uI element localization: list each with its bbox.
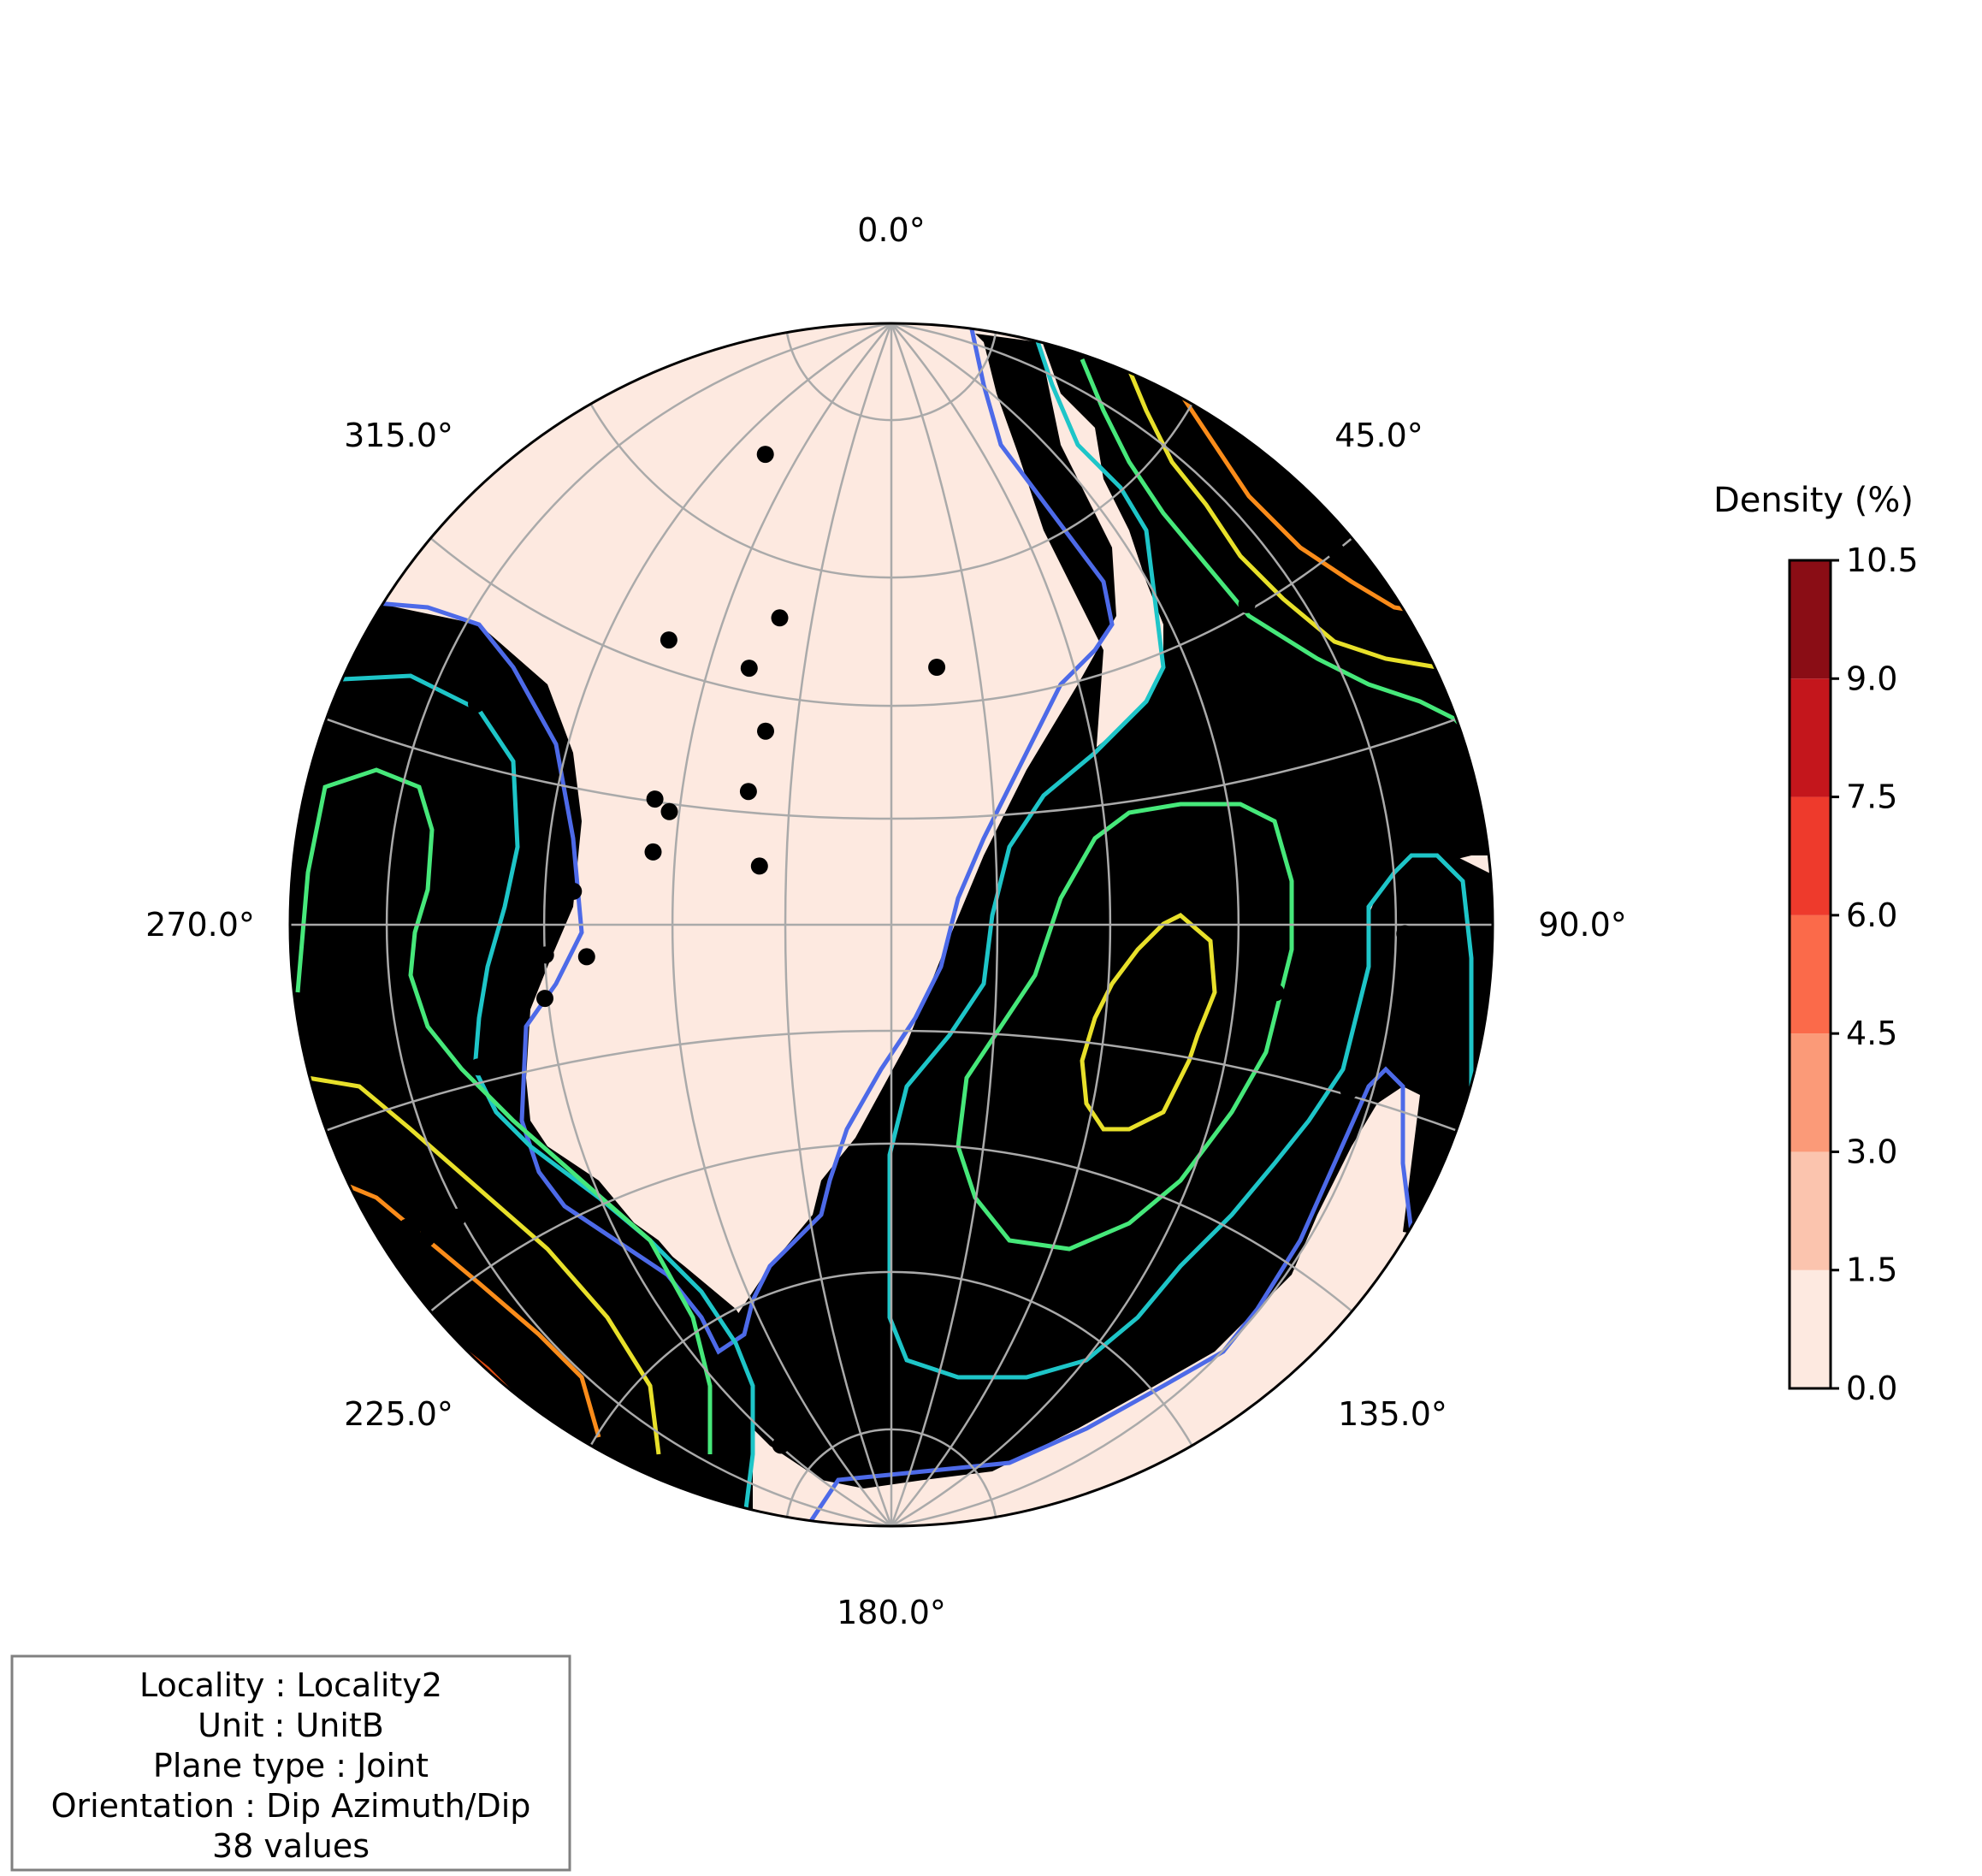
azimuth-labels: 0.0° 45.0° 90.0° 135.0° 180.0° 225.0° 27… bbox=[145, 211, 1627, 1631]
pole-point bbox=[646, 790, 664, 808]
azimuth-label-180: 180.0° bbox=[837, 1594, 946, 1631]
pole-point bbox=[1390, 1042, 1407, 1060]
pole-point bbox=[565, 882, 583, 900]
pole-point bbox=[1319, 1001, 1337, 1019]
contour-line-3b bbox=[956, 802, 1294, 1252]
grid-parallel bbox=[589, 403, 1193, 579]
pole-point bbox=[928, 659, 946, 676]
pole-point bbox=[1396, 925, 1414, 943]
colorbar-tick-label: 10.5 bbox=[1846, 541, 1919, 579]
pole-point bbox=[404, 1227, 422, 1245]
pole-point bbox=[1267, 984, 1285, 1002]
data-points bbox=[387, 446, 1464, 1454]
net-grid bbox=[290, 323, 1493, 1526]
azimuth-label-315: 315.0° bbox=[344, 417, 453, 454]
colorbar-band bbox=[1790, 560, 1831, 679]
pole-point bbox=[449, 1208, 467, 1226]
contour-line-1 bbox=[376, 324, 1115, 1355]
pole-point bbox=[1446, 775, 1464, 793]
azimuth-label-225: 225.0° bbox=[344, 1395, 453, 1433]
pole-point bbox=[524, 966, 542, 984]
pole-point bbox=[1328, 542, 1346, 560]
colorbar-title: Density (%) bbox=[1713, 481, 1914, 520]
pole-point bbox=[468, 695, 485, 713]
colorbar: 0.0 1.5 3.0 4.5 6.0 7.5 9.0 10.5 bbox=[1788, 541, 1919, 1407]
pole-point bbox=[660, 802, 678, 820]
contour-line-3c bbox=[295, 767, 713, 1454]
pole-point bbox=[772, 1436, 790, 1454]
info-locality: Locality : Locality2 bbox=[139, 1666, 442, 1704]
colorbar-tick-label: 0.0 bbox=[1846, 1370, 1897, 1407]
colorbar-outline bbox=[1788, 559, 1832, 1390]
pole-point bbox=[536, 946, 554, 964]
pole-point bbox=[420, 1216, 438, 1234]
colorbar-band bbox=[1790, 914, 1831, 1034]
colorbar-tick-label: 3.0 bbox=[1846, 1133, 1897, 1170]
contour-line-1b bbox=[802, 1066, 1414, 1526]
pole-point bbox=[469, 1205, 487, 1223]
pole-point bbox=[1077, 986, 1095, 1004]
info-box bbox=[10, 1654, 571, 1872]
pole-point bbox=[1373, 985, 1391, 1003]
grid-parallel bbox=[785, 1428, 997, 1518]
pole-point bbox=[577, 948, 595, 966]
pole-point bbox=[417, 1229, 435, 1247]
pole-point bbox=[536, 990, 553, 1008]
net-outline bbox=[288, 322, 1494, 1528]
info-count: 38 values bbox=[212, 1827, 370, 1865]
colorbar-tick-label: 9.0 bbox=[1846, 660, 1897, 697]
azimuth-label-90: 90.0° bbox=[1538, 906, 1627, 944]
info-box-text: Locality : Locality2 Unit : UnitB Plane … bbox=[51, 1666, 531, 1865]
pole-point bbox=[412, 1258, 430, 1275]
colorbar-band bbox=[1790, 1151, 1831, 1270]
density-band-4-center bbox=[1078, 898, 1219, 1112]
pole-point bbox=[660, 631, 677, 649]
azimuth-label-270: 270.0° bbox=[145, 906, 255, 944]
pole-point bbox=[1238, 595, 1256, 613]
colorbar-band bbox=[1790, 796, 1831, 915]
colorbar-tick-label: 4.5 bbox=[1846, 1015, 1897, 1052]
pole-point bbox=[739, 783, 757, 801]
grid-parallel bbox=[429, 1142, 1353, 1312]
pole-point bbox=[757, 722, 774, 740]
pole-point bbox=[771, 609, 789, 627]
pole-point bbox=[756, 446, 774, 464]
colorbar-band bbox=[1790, 678, 1831, 797]
contour-line-3 bbox=[1080, 358, 1490, 755]
azimuth-label-45: 45.0° bbox=[1334, 417, 1423, 454]
contour-line-4b bbox=[1080, 913, 1217, 1132]
colorbar-band bbox=[1790, 1033, 1831, 1152]
pole-point bbox=[470, 1058, 488, 1076]
azimuth-label-135: 135.0° bbox=[1338, 1395, 1447, 1433]
grid-parallel bbox=[429, 537, 1353, 707]
colorbar-tick-label: 1.5 bbox=[1846, 1252, 1897, 1289]
pole-point bbox=[740, 660, 758, 678]
grid-parallel bbox=[325, 1029, 1458, 1132]
colorbar-tick-label: 7.5 bbox=[1846, 778, 1897, 816]
contour-line-4c bbox=[290, 1075, 661, 1455]
info-unit: Unit : UnitB bbox=[198, 1707, 384, 1744]
pole-point bbox=[1340, 1082, 1358, 1100]
grid-parallel bbox=[589, 1270, 1193, 1447]
colorbar-band bbox=[1790, 1269, 1831, 1388]
colorbar-tick-label: 6.0 bbox=[1846, 897, 1897, 934]
info-plane-type: Plane type : Joint bbox=[153, 1747, 429, 1784]
pole-point bbox=[644, 843, 662, 861]
contour-line-4 bbox=[1122, 358, 1471, 670]
info-orientation: Orientation : Dip Azimuth/Dip bbox=[51, 1787, 531, 1825]
azimuth-label-0: 0.0° bbox=[857, 211, 925, 249]
pole-point bbox=[750, 857, 768, 875]
pole-point bbox=[1337, 996, 1355, 1014]
grid-parallel bbox=[785, 332, 997, 422]
pole-point bbox=[387, 1238, 405, 1256]
grid-parallel bbox=[325, 718, 1458, 820]
